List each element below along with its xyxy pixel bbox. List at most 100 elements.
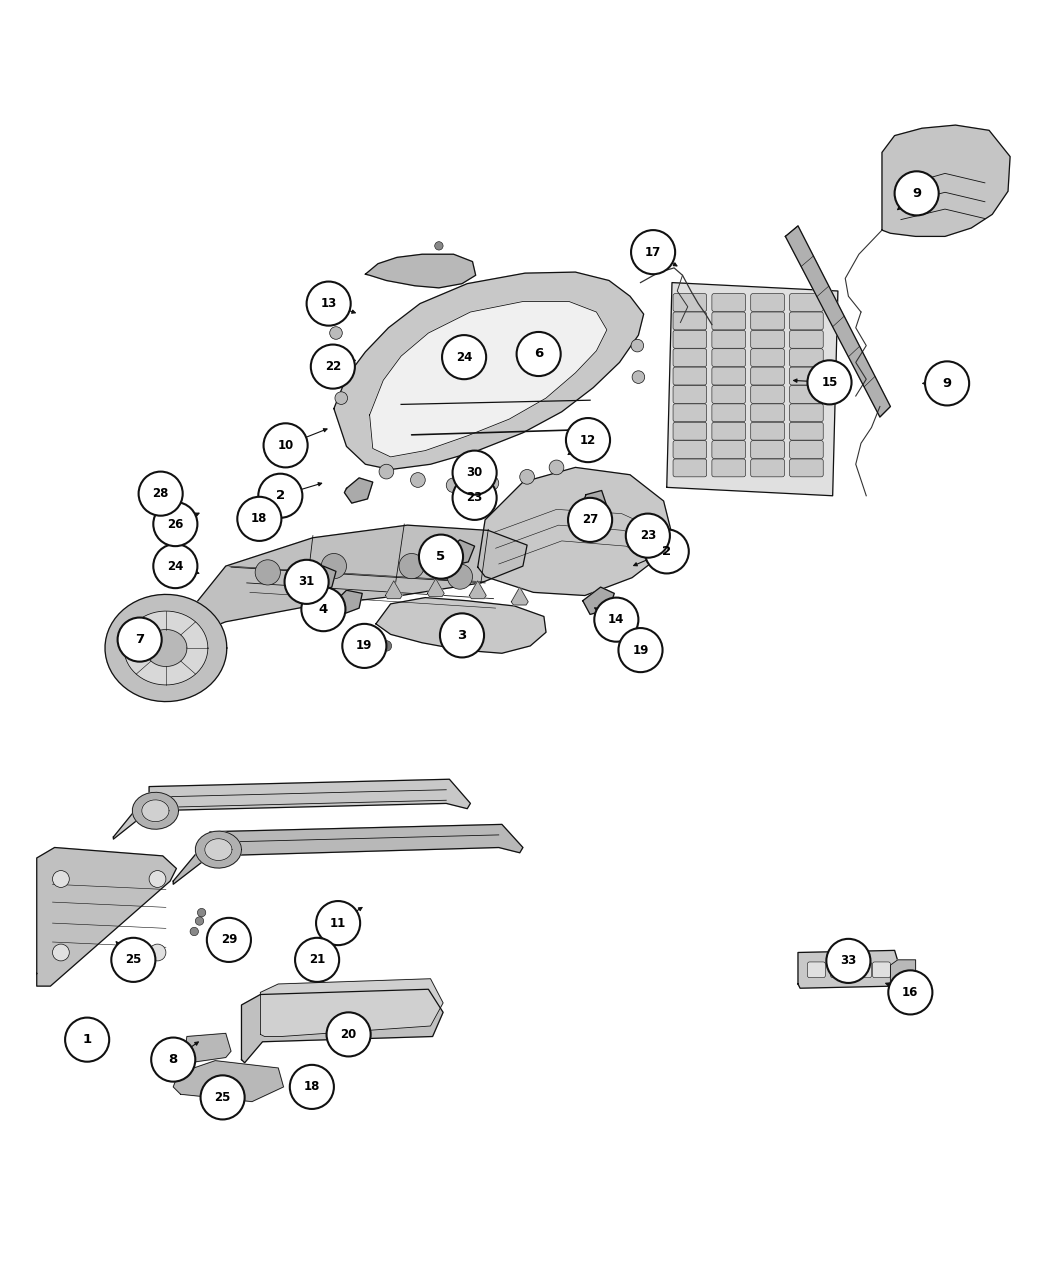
Polygon shape bbox=[132, 792, 179, 829]
Circle shape bbox=[645, 529, 689, 574]
FancyBboxPatch shape bbox=[854, 961, 872, 978]
Circle shape bbox=[632, 371, 645, 384]
Circle shape bbox=[111, 938, 155, 982]
Text: 30: 30 bbox=[466, 467, 483, 479]
FancyBboxPatch shape bbox=[831, 961, 848, 978]
Circle shape bbox=[52, 871, 69, 887]
Text: 17: 17 bbox=[645, 246, 662, 259]
Circle shape bbox=[484, 476, 499, 491]
FancyBboxPatch shape bbox=[751, 422, 784, 440]
Text: 25: 25 bbox=[214, 1091, 231, 1104]
Polygon shape bbox=[195, 831, 242, 868]
Circle shape bbox=[327, 1012, 371, 1057]
Circle shape bbox=[153, 502, 197, 546]
Polygon shape bbox=[105, 594, 227, 701]
Polygon shape bbox=[376, 598, 546, 653]
Polygon shape bbox=[583, 586, 614, 615]
Text: 22: 22 bbox=[324, 360, 341, 374]
Circle shape bbox=[237, 497, 281, 541]
Circle shape bbox=[207, 918, 251, 961]
Circle shape bbox=[258, 474, 302, 518]
Circle shape bbox=[435, 242, 443, 250]
FancyBboxPatch shape bbox=[712, 422, 746, 440]
FancyBboxPatch shape bbox=[790, 441, 823, 459]
Circle shape bbox=[626, 514, 670, 557]
Text: 27: 27 bbox=[582, 514, 598, 527]
Circle shape bbox=[888, 970, 932, 1015]
Circle shape bbox=[399, 553, 424, 579]
FancyBboxPatch shape bbox=[673, 404, 707, 422]
FancyBboxPatch shape bbox=[673, 330, 707, 348]
Circle shape bbox=[520, 469, 534, 484]
Circle shape bbox=[368, 632, 378, 643]
Circle shape bbox=[566, 418, 610, 462]
FancyBboxPatch shape bbox=[790, 367, 823, 385]
Text: 3: 3 bbox=[458, 629, 466, 641]
Polygon shape bbox=[882, 125, 1010, 236]
Circle shape bbox=[52, 944, 69, 961]
FancyBboxPatch shape bbox=[673, 422, 707, 440]
Circle shape bbox=[335, 391, 348, 404]
FancyBboxPatch shape bbox=[712, 330, 746, 348]
Polygon shape bbox=[469, 581, 486, 599]
FancyBboxPatch shape bbox=[790, 330, 823, 348]
Circle shape bbox=[139, 472, 183, 515]
Text: 29: 29 bbox=[220, 933, 237, 946]
FancyBboxPatch shape bbox=[712, 312, 746, 330]
Polygon shape bbox=[478, 468, 672, 595]
FancyBboxPatch shape bbox=[790, 404, 823, 422]
Polygon shape bbox=[205, 839, 232, 861]
Text: 24: 24 bbox=[456, 351, 472, 363]
FancyBboxPatch shape bbox=[712, 459, 746, 477]
Circle shape bbox=[618, 629, 663, 672]
Text: 18: 18 bbox=[251, 513, 268, 525]
Text: 18: 18 bbox=[303, 1080, 320, 1094]
Circle shape bbox=[517, 332, 561, 376]
Text: 8: 8 bbox=[169, 1053, 177, 1066]
Polygon shape bbox=[187, 525, 527, 635]
Circle shape bbox=[637, 635, 648, 646]
Circle shape bbox=[295, 938, 339, 982]
Text: 28: 28 bbox=[152, 487, 169, 500]
FancyBboxPatch shape bbox=[673, 312, 707, 330]
Circle shape bbox=[648, 643, 658, 653]
Text: 21: 21 bbox=[309, 954, 326, 966]
Text: 25: 25 bbox=[125, 954, 142, 966]
Circle shape bbox=[201, 1075, 245, 1119]
Polygon shape bbox=[113, 779, 470, 839]
Polygon shape bbox=[890, 960, 916, 992]
Text: 5: 5 bbox=[437, 550, 445, 564]
FancyBboxPatch shape bbox=[873, 961, 890, 978]
Circle shape bbox=[197, 908, 206, 917]
Circle shape bbox=[411, 473, 425, 487]
FancyBboxPatch shape bbox=[807, 961, 825, 978]
Circle shape bbox=[307, 282, 351, 325]
Polygon shape bbox=[37, 848, 176, 986]
FancyBboxPatch shape bbox=[712, 441, 746, 459]
Circle shape bbox=[153, 544, 197, 588]
Circle shape bbox=[447, 564, 473, 589]
Polygon shape bbox=[173, 1061, 284, 1102]
Text: 7: 7 bbox=[135, 634, 144, 646]
Text: 11: 11 bbox=[330, 917, 346, 929]
Text: 33: 33 bbox=[840, 955, 857, 968]
Circle shape bbox=[453, 450, 497, 495]
Polygon shape bbox=[785, 226, 890, 417]
Circle shape bbox=[631, 339, 644, 352]
Polygon shape bbox=[443, 539, 475, 566]
Circle shape bbox=[568, 497, 612, 542]
Circle shape bbox=[65, 1017, 109, 1062]
Text: 10: 10 bbox=[277, 439, 294, 451]
Circle shape bbox=[301, 586, 345, 631]
Circle shape bbox=[118, 617, 162, 662]
Text: 31: 31 bbox=[298, 575, 315, 588]
FancyBboxPatch shape bbox=[790, 422, 823, 440]
Circle shape bbox=[195, 917, 204, 926]
Circle shape bbox=[316, 901, 360, 945]
Text: 16: 16 bbox=[902, 986, 919, 998]
Text: 24: 24 bbox=[167, 560, 184, 572]
Circle shape bbox=[342, 623, 386, 668]
Circle shape bbox=[149, 944, 166, 961]
Text: 23: 23 bbox=[466, 491, 483, 505]
Circle shape bbox=[631, 230, 675, 274]
